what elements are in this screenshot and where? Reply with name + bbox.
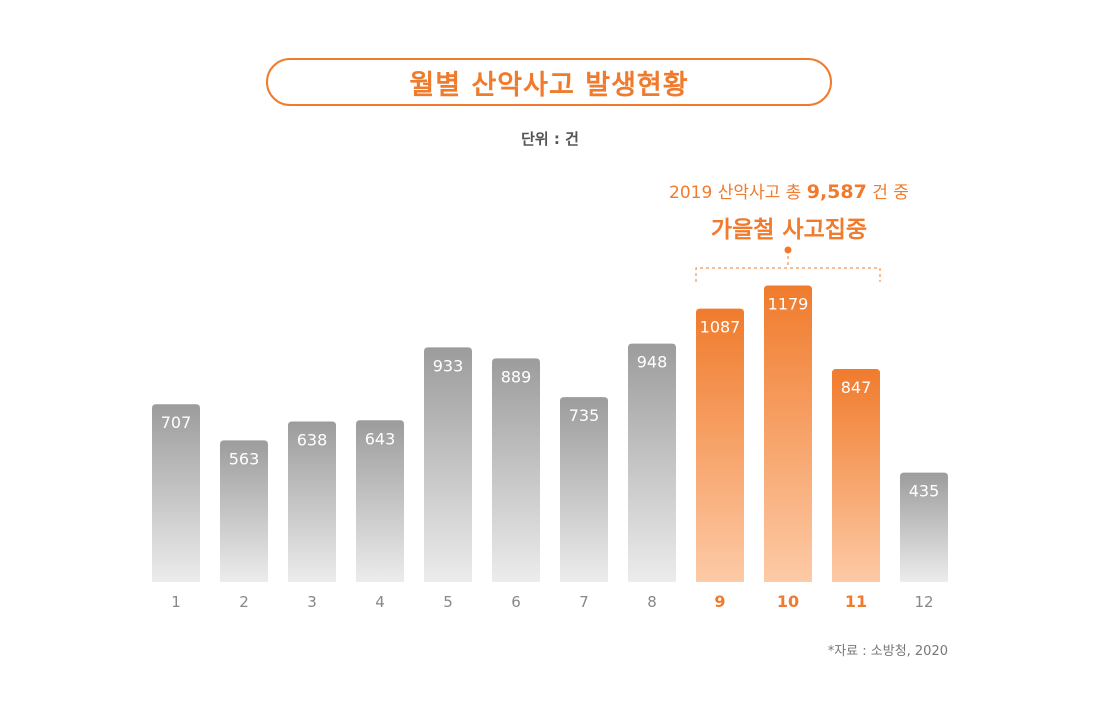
x-tick-5: 5 bbox=[443, 593, 453, 611]
annotation-suffix: 건 중 bbox=[872, 183, 909, 203]
bracket-dot bbox=[784, 246, 792, 254]
value-label-12: 435 bbox=[909, 482, 940, 501]
bar-1 bbox=[152, 404, 200, 582]
bar-10 bbox=[764, 285, 812, 582]
annotation-line2: 가을철 사고집중 bbox=[710, 217, 868, 243]
x-tick-10: 10 bbox=[777, 592, 799, 611]
bar-9 bbox=[696, 308, 744, 582]
x-tick-2: 2 bbox=[239, 593, 249, 611]
value-label-1: 707 bbox=[161, 413, 192, 432]
bar-7 bbox=[560, 397, 608, 582]
annotation-total: 9,587 bbox=[806, 181, 867, 203]
value-label-10: 1179 bbox=[768, 294, 809, 313]
bar-3 bbox=[288, 421, 336, 582]
bar-11 bbox=[832, 368, 880, 582]
value-label-9: 1087 bbox=[700, 318, 741, 337]
chart-title-box: 월별 산악사고 발생현황 bbox=[266, 58, 832, 106]
bar-4 bbox=[356, 420, 404, 582]
value-label-8: 948 bbox=[637, 353, 668, 372]
bar-12 bbox=[900, 472, 948, 582]
source-note: *자료 : 소방청, 2020 bbox=[827, 644, 948, 659]
value-label-3: 638 bbox=[297, 431, 328, 450]
bar-5 bbox=[424, 347, 472, 582]
bar-2 bbox=[220, 440, 268, 582]
x-tick-9: 9 bbox=[714, 592, 725, 611]
annotation-prefix: 2019 산악사고 총 bbox=[669, 183, 802, 203]
value-label-7: 735 bbox=[569, 406, 600, 425]
highlight-bracket bbox=[695, 267, 881, 282]
x-tick-11: 11 bbox=[845, 592, 867, 611]
x-tick-6: 6 bbox=[511, 593, 521, 611]
value-label-11: 847 bbox=[841, 378, 872, 397]
value-label-6: 889 bbox=[501, 367, 532, 386]
bar-6 bbox=[492, 358, 540, 582]
annotation-line1: 2019 산악사고 총 9,587 건 중 bbox=[600, 178, 978, 203]
x-tick-4: 4 bbox=[375, 593, 385, 611]
unit-label: 단위 : 건 bbox=[521, 130, 579, 148]
x-tick-8: 8 bbox=[647, 593, 657, 611]
x-tick-12: 12 bbox=[914, 593, 933, 611]
value-label-4: 643 bbox=[365, 429, 396, 448]
x-tick-1: 1 bbox=[171, 593, 181, 611]
x-tick-3: 3 bbox=[307, 593, 317, 611]
x-tick-7: 7 bbox=[579, 593, 589, 611]
chart-title: 월별 산악사고 발생현황 bbox=[409, 69, 689, 101]
bar-8 bbox=[628, 343, 676, 582]
value-label-2: 563 bbox=[229, 449, 260, 468]
value-label-5: 933 bbox=[433, 356, 464, 375]
